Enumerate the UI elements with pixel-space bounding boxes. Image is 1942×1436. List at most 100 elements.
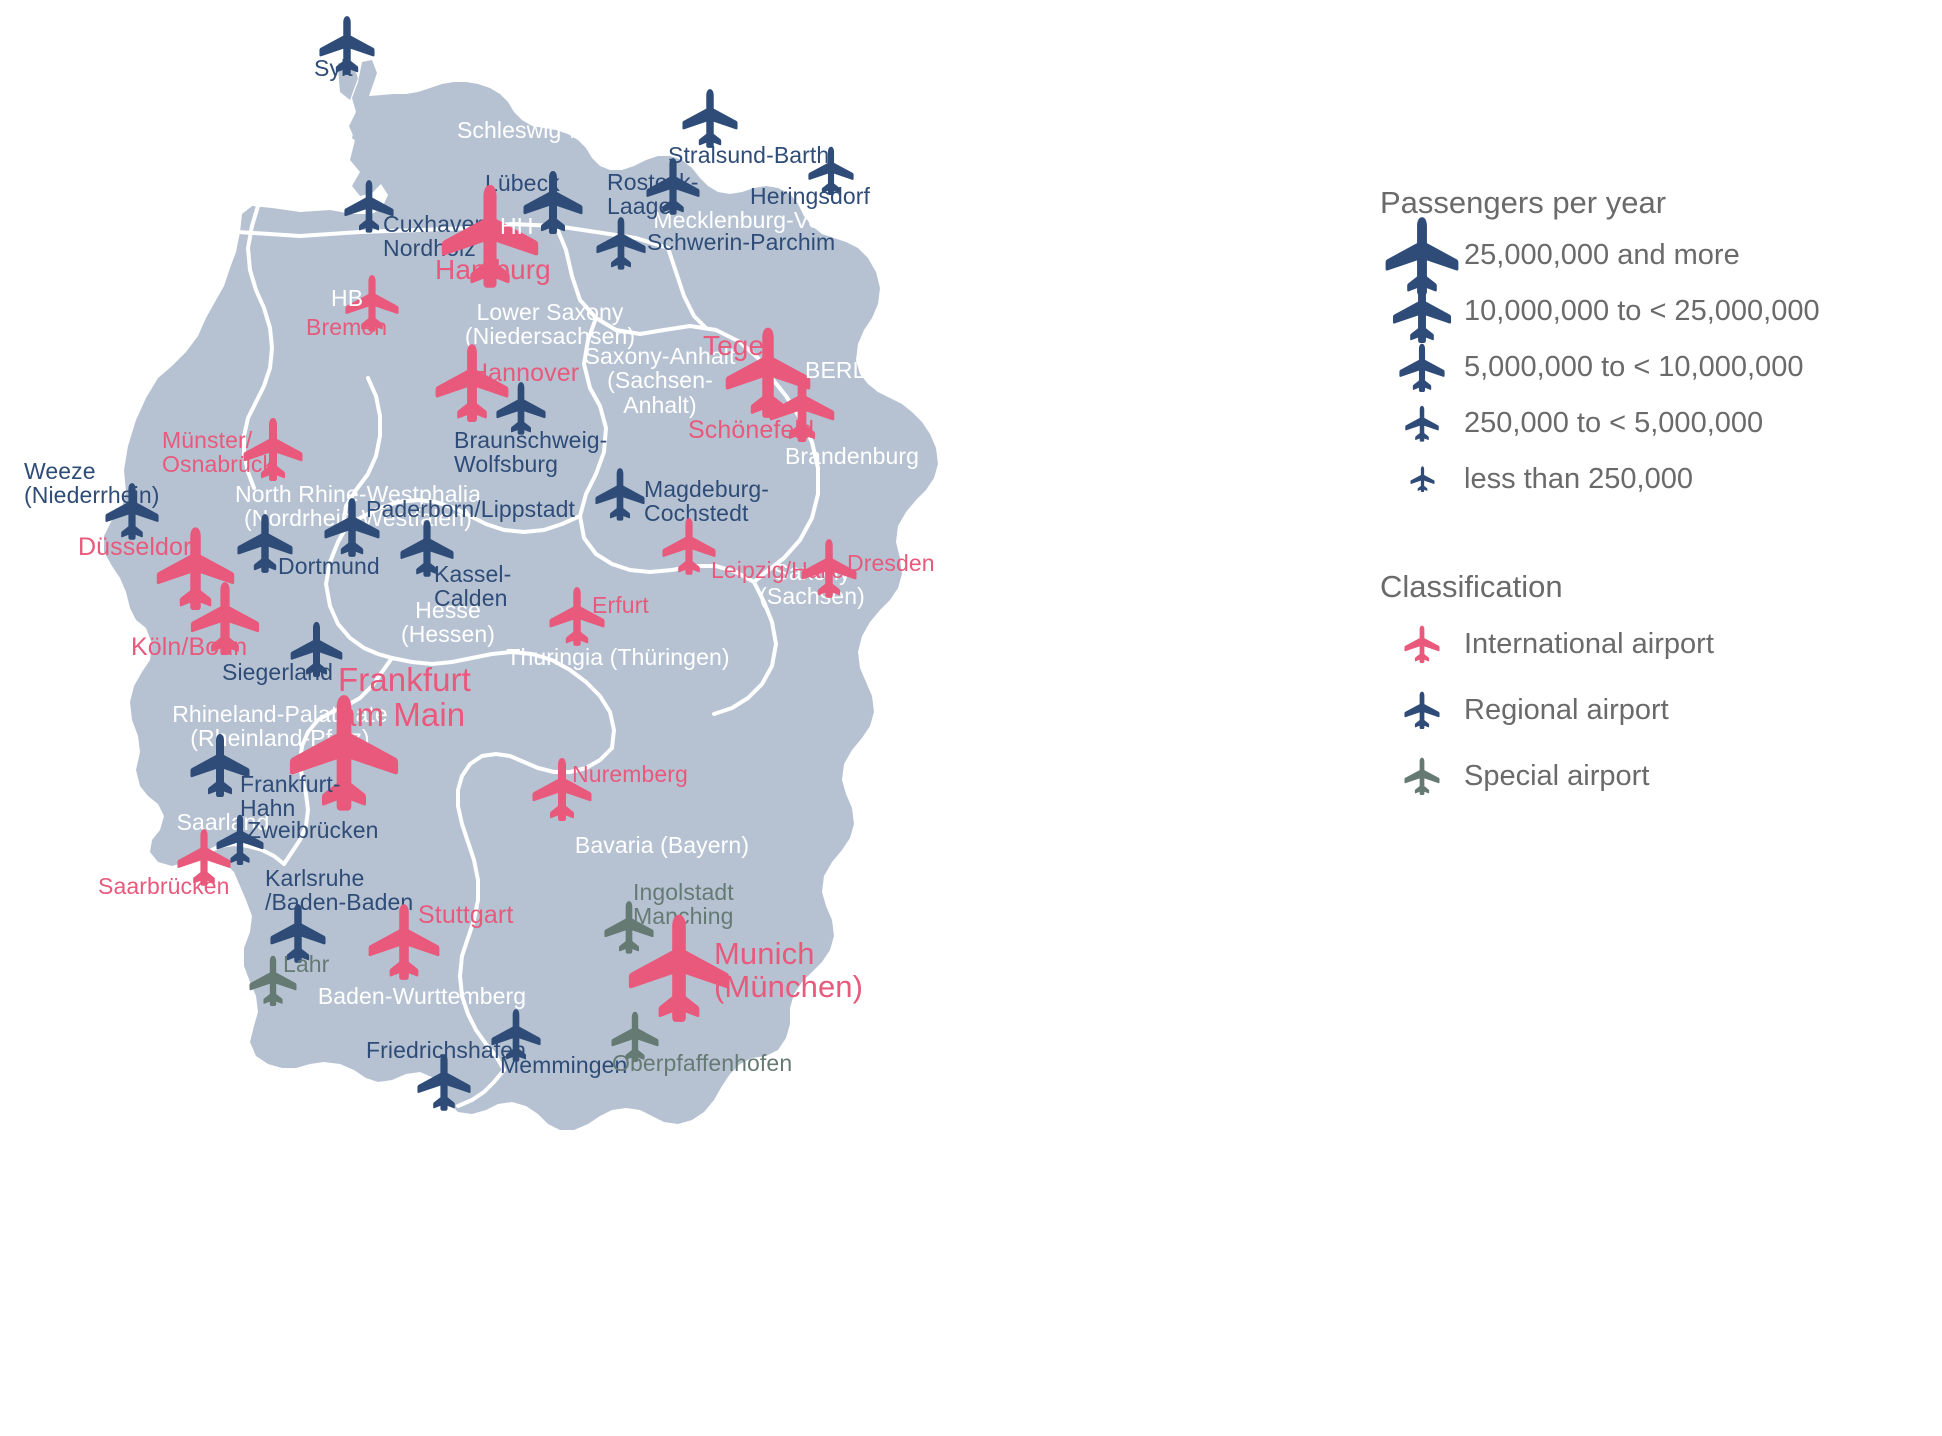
airplane-icon-lubeck xyxy=(523,170,583,234)
legend-classification-row-2: Special airport xyxy=(1380,743,1920,809)
airport-label-stuttgart: Stuttgart xyxy=(418,901,514,929)
airplane-icon-hamburg xyxy=(441,183,539,288)
airplane-icon-braunschweig xyxy=(496,381,546,435)
airport-label-munich: Munich (München) xyxy=(714,936,864,1004)
state-label-saarland: Saarland xyxy=(176,809,270,835)
airport-label-sylt: Sylt xyxy=(314,55,353,81)
airplane-icon xyxy=(1380,216,1464,295)
germany-landmass xyxy=(104,60,938,1130)
airplane-icon-koln-bonn xyxy=(190,581,260,655)
airplane-icon-paderborn-lippstadt xyxy=(324,497,380,557)
airport-label-tegel: Tegel xyxy=(703,330,771,361)
legend-title-passengers: Passengers per year xyxy=(1380,185,1667,220)
airport-label-siegerland: Siegerland xyxy=(222,659,333,685)
airport-label-munster: Münster/ Osnabrück xyxy=(162,427,275,478)
legend-passenger-row-2: 5,000,000 to < 10,000,000 xyxy=(1380,339,1920,395)
airplane-icon-ingolstadt xyxy=(604,900,654,954)
airport-label-dusseldorf: Düsseldorf xyxy=(78,533,199,561)
airplane-icon-bremen xyxy=(345,274,399,332)
airplane-icon-heringsdorf xyxy=(808,146,854,195)
state-label-saxony-anhalt: Saxony-Anhalt (Sachsen- Anhalt) xyxy=(584,343,736,418)
airport-label-frankfurt: Frankfurt- Hahn xyxy=(240,771,341,822)
airport-label-hannover: Hannover xyxy=(470,359,580,387)
airport-label-hh: HH xyxy=(500,213,534,239)
airport-label-dresden: Dresden xyxy=(847,550,935,576)
state-label-brandenburg: Brandenburg xyxy=(784,443,920,469)
airplane-icon-frankfurt xyxy=(190,733,250,797)
airplane-icon-stuttgart xyxy=(368,903,440,980)
airplane-icon xyxy=(1380,466,1464,492)
airplane-icon-dresden xyxy=(801,538,857,598)
airplane-icon xyxy=(1380,405,1464,442)
airplane-icon-oberpfaffenhofen xyxy=(611,1011,659,1063)
airport-label-lubeck: Lübeck xyxy=(485,170,560,196)
legend-passenger-label: 250,000 to < 5,000,000 xyxy=(1464,406,1764,439)
airplane-icon-friedrichshafen xyxy=(417,1053,471,1111)
airport-label-kassel: Kassel- Calden xyxy=(434,561,512,612)
airport-label-nuremberg: Nuremberg xyxy=(572,761,688,787)
airplane-icon-dortmund xyxy=(237,513,293,573)
airplane-icon-leipzig-halle xyxy=(662,517,716,575)
state-label-hesse: Hesse (Hessen) xyxy=(400,597,496,648)
airport-label-ingolstadt: Ingolstadt Manching xyxy=(633,879,734,930)
airplane-icon-siegerland xyxy=(290,621,343,677)
airport-label-lahr: Lahr xyxy=(283,951,330,977)
map-legend: Passengers per year 25,000,000 and more 1… xyxy=(1380,185,1920,809)
airplane-icon-karlsruhe xyxy=(270,903,326,963)
airport-label-memmingen: Memmingen xyxy=(500,1052,628,1078)
state-label-thuringia-th-ringen: Thuringia (Thüringen) xyxy=(506,644,730,670)
airplane-icon-rostock xyxy=(646,157,700,215)
airplane-icon xyxy=(1380,343,1464,392)
airport-label-oberpfaffenhofen: Oberpfaffenhofen xyxy=(612,1050,793,1076)
airport-label-braunschweig: Braunschweig- Wolfsburg xyxy=(454,427,608,478)
legend-passenger-row-1: 10,000,000 to < 25,000,000 xyxy=(1380,280,1920,343)
legend-classification-row-1: Regional airport xyxy=(1380,677,1920,743)
legend-classification-rows: International airport Regional airport Spe… xyxy=(1380,611,1920,809)
airport-label-dortmund: Dortmund xyxy=(278,553,380,579)
airplane-icon-lahr xyxy=(249,955,297,1007)
airport-label-karlsruhe: Karlsruhe /Baden-Baden xyxy=(265,865,414,916)
airplane-icon-memmingen xyxy=(491,1008,541,1062)
legend-passenger-rows: 25,000,000 and more 10,000,000 to < 25,00… xyxy=(1380,216,1920,507)
legend-passenger-label: 5,000,000 to < 10,000,000 xyxy=(1464,350,1804,383)
airport-label-magdeburg: Magdeburg- Cochstedt xyxy=(644,476,770,527)
airport-label-hb: HB xyxy=(331,285,364,311)
airplane-icon xyxy=(1380,757,1464,795)
airport-label-saarbrucken: Saarbrücken xyxy=(98,873,230,899)
legend-passenger-row-3: 250,000 to < 5,000,000 xyxy=(1380,395,1920,451)
airplane-icon-schwerin-parchim xyxy=(596,216,646,270)
airplane-icon-magdeburg xyxy=(595,467,645,521)
airport-label-stralsund-barth: Stralsund-Barth xyxy=(668,142,830,168)
legend-passenger-label: 10,000,000 to < 25,000,000 xyxy=(1464,294,1820,327)
state-label-schleswig-holstein: Schleswig-Holstein xyxy=(456,117,654,143)
legend-passenger-row-0: 25,000,000 and more xyxy=(1380,216,1920,295)
airport-label-bremen: Bremen xyxy=(306,314,388,340)
airplane-icon-cuxhaven xyxy=(344,179,394,233)
airport-label-paderborn-lippstadt: Paderborn/Lippstadt xyxy=(366,496,576,522)
airport-label-erfurt: Erfurt xyxy=(592,592,649,618)
airplane-icon-saarbrucken xyxy=(177,828,231,886)
legend-passenger-label: 25,000,000 and more xyxy=(1464,238,1740,271)
state-label-baden-wurttemberg: Baden-Wurttemberg xyxy=(317,983,527,1009)
airport-label-koln-bonn: Köln/Bonn xyxy=(131,633,248,661)
airport-label-weeze: Weeze (Niederrhein) xyxy=(24,458,160,509)
airport-label-schonefeld: Schönefeld xyxy=(688,416,815,444)
airport-label-heringsdorf: Heringsdorf xyxy=(750,183,870,209)
airplane-icon-sylt xyxy=(319,15,375,75)
state-label-north-rhine-westphalia: North Rhine-Westphalia (Nordrhein-Westfa… xyxy=(235,481,481,532)
airplane-icon-munich xyxy=(628,913,730,1022)
airplane-icon-frankfurt xyxy=(289,693,399,811)
state-label-lower-saxony: Lower Saxony (Niedersachsen) xyxy=(464,299,636,350)
airplane-icon-zweibrucken xyxy=(216,814,264,866)
airplane-icon-erfurt xyxy=(549,586,605,646)
airplane-icon xyxy=(1380,691,1464,729)
legend-classification-label: International airport xyxy=(1464,627,1714,660)
airport-label-berlin: BERLIN xyxy=(805,357,889,383)
airport-label-schwerin-parchim: Schwerin-Parchim xyxy=(647,229,836,255)
airplane-icon-nuremberg xyxy=(532,757,592,821)
legend-passenger-label: less than 250,000 xyxy=(1464,462,1693,495)
airplane-icon-tegel xyxy=(725,326,811,418)
airport-label-hamburg: Hamburg xyxy=(435,254,551,285)
